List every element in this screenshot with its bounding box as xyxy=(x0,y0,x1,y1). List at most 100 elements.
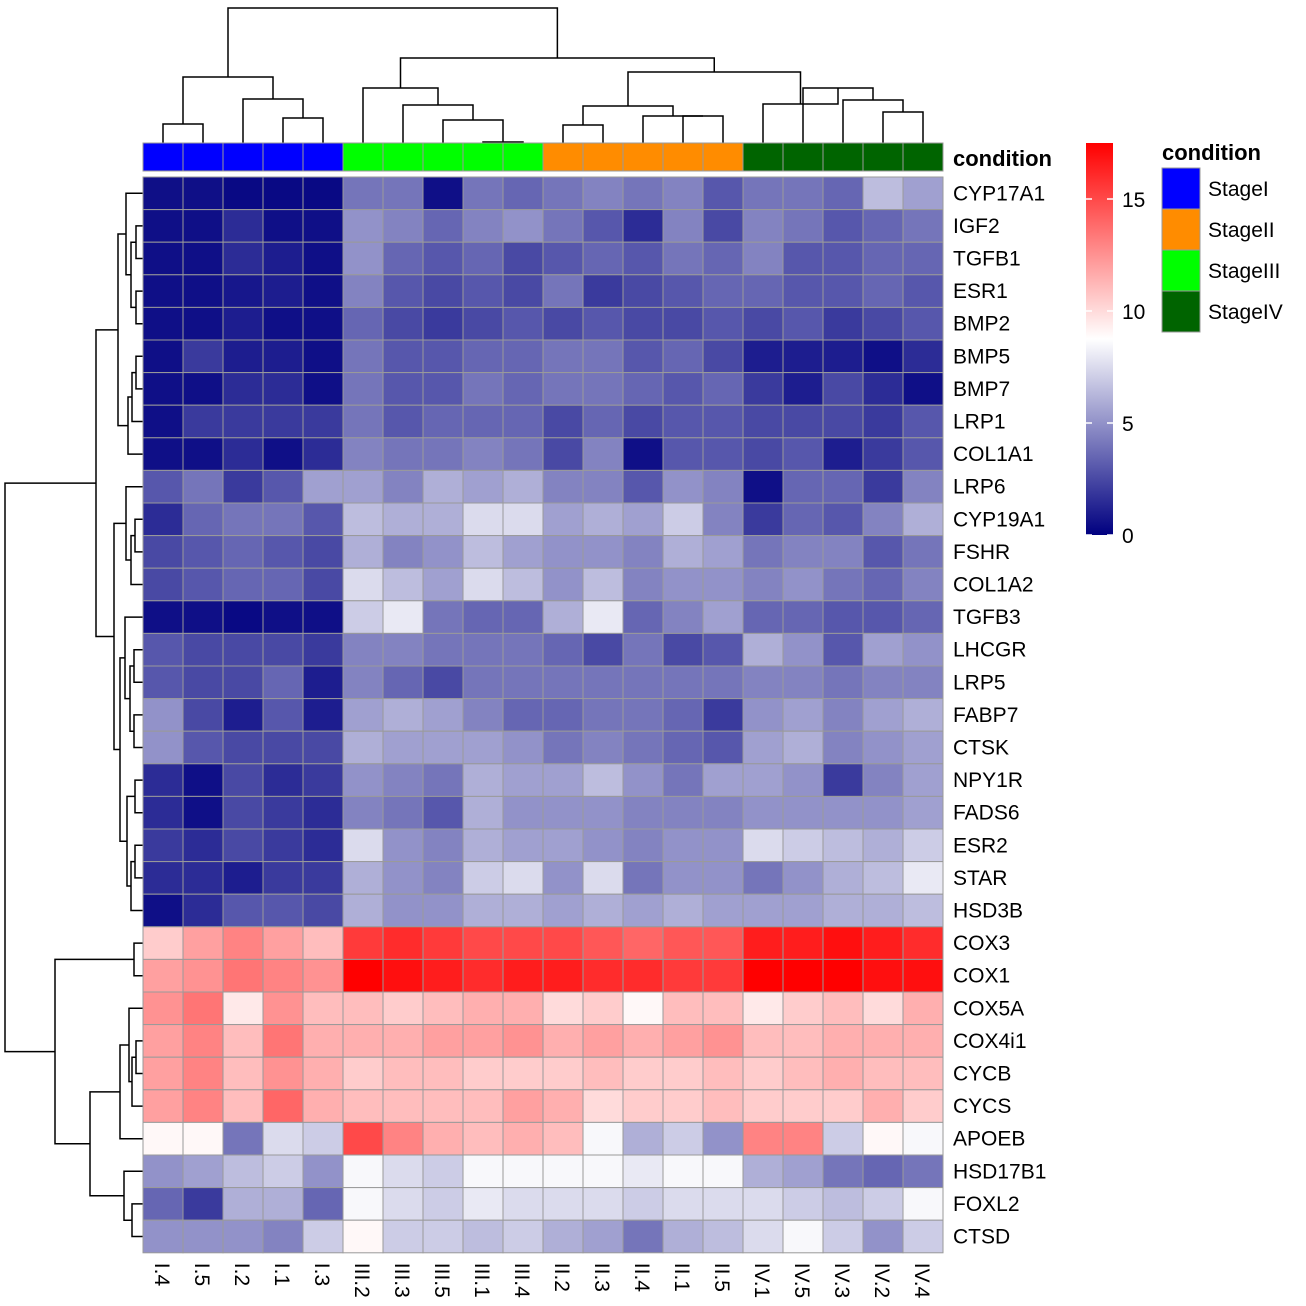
cell-hsd3b-iv-5 xyxy=(782,893,824,928)
cell-tgfb1-i-1 xyxy=(262,241,304,276)
cell-bmp5-i-5 xyxy=(182,339,224,374)
cell-bmp7-iii-4 xyxy=(502,372,544,406)
cell-lrp5-i-4 xyxy=(142,665,184,700)
cell-tgfb3-i-1 xyxy=(262,600,304,634)
cell-lrp6-iii-5 xyxy=(422,469,464,504)
cell-bmp7-i-2 xyxy=(222,372,264,406)
cell-bmp2-ii-4 xyxy=(622,306,664,341)
annotation-cell-ii-1 xyxy=(662,142,704,172)
cell-cyp19a1-i-1 xyxy=(262,502,304,537)
cell-bmp5-i-3 xyxy=(302,339,344,374)
cell-foxl2-iv-3 xyxy=(822,1187,864,1221)
cell-lrp1-ii-1 xyxy=(662,404,704,439)
cell-col1a1-i-1 xyxy=(262,437,304,471)
cell-esr1-i-4 xyxy=(142,274,184,308)
cell-hsd17b1-i-2 xyxy=(222,1154,264,1189)
row-dendrogram-branch xyxy=(134,844,143,879)
row-label-cox3: COX3 xyxy=(953,932,1010,955)
cell-esr1-iii-2 xyxy=(342,274,384,308)
cell-hsd17b1-iii-5 xyxy=(422,1154,464,1189)
legend-title: condition xyxy=(1162,140,1261,165)
cell-cox5a-ii-1 xyxy=(662,991,704,1026)
annotation-cell-i-5 xyxy=(182,142,224,172)
cell-cox4i1-i-1 xyxy=(262,1024,304,1058)
cell-esr2-i-4 xyxy=(142,828,184,863)
cell-hsd17b1-iii-4 xyxy=(502,1154,544,1189)
cell-fads6-iv-1 xyxy=(742,795,784,830)
cell-cox1-iii-2 xyxy=(342,958,384,993)
cell-cycs-iv-2 xyxy=(862,1089,904,1123)
row-label-cox5a: COX5A xyxy=(953,997,1024,1020)
cell-lrp1-i-2 xyxy=(222,404,264,439)
cell-fabp7-ii-1 xyxy=(662,698,704,732)
legend-swatch-stageiv xyxy=(1161,290,1201,333)
cell-hsd3b-ii-2 xyxy=(542,893,584,928)
cell-tgfb3-ii-4 xyxy=(622,600,664,634)
cell-cox5a-i-4 xyxy=(142,991,184,1026)
colorbar-tick-label: 10 xyxy=(1122,301,1145,324)
cell-ctsk-i-1 xyxy=(262,730,304,765)
cell-esr1-iv-5 xyxy=(782,274,824,308)
cell-hsd3b-iii-4 xyxy=(502,893,544,928)
cell-col1a1-i-5 xyxy=(182,437,224,471)
cell-hsd3b-iii-2 xyxy=(342,893,384,928)
cell-col1a2-iii-3 xyxy=(382,567,424,602)
cell-npy1r-ii-1 xyxy=(662,763,704,797)
cell-igf2-ii-3 xyxy=(582,209,624,243)
cell-apoeb-iv-4 xyxy=(902,1121,944,1156)
cell-star-i-1 xyxy=(262,861,304,895)
cell-fabp7-iv-5 xyxy=(782,698,824,732)
cell-tgfb1-iv-4 xyxy=(902,241,944,276)
cell-bmp7-ii-1 xyxy=(662,372,704,406)
cell-esr2-i-1 xyxy=(262,828,304,863)
cell-bmp7-iv-4 xyxy=(902,372,944,406)
cell-cox4i1-iii-2 xyxy=(342,1024,384,1058)
cell-col1a2-iii-4 xyxy=(502,567,544,602)
cell-cox3-iv-4 xyxy=(902,926,944,960)
column-dendrogram-branch xyxy=(402,104,474,143)
row-dendrogram-branch xyxy=(130,534,143,586)
cell-col1a2-iv-1 xyxy=(742,567,784,602)
cell-bmp5-iii-1 xyxy=(462,339,504,374)
cell-bmp2-iv-1 xyxy=(742,306,784,341)
cell-fads6-iv-2 xyxy=(862,795,904,830)
annotation-cell-i-4 xyxy=(142,142,184,172)
cell-foxl2-i-3 xyxy=(302,1187,344,1221)
cell-bmp5-ii-1 xyxy=(662,339,704,374)
column-dendrogram-branch xyxy=(842,99,904,143)
cell-lrp5-iv-1 xyxy=(742,665,784,700)
cell-cyp19a1-i-4 xyxy=(142,502,184,537)
cell-ctsk-i-5 xyxy=(182,730,224,765)
cell-cyp17a1-iv-2 xyxy=(862,176,904,211)
cell-cox5a-i-5 xyxy=(182,991,224,1026)
cell-hsd3b-iii-1 xyxy=(462,893,504,928)
cell-fabp7-i-4 xyxy=(142,698,184,732)
cell-cox5a-iv-5 xyxy=(782,991,824,1026)
cell-fads6-ii-2 xyxy=(542,795,584,830)
cell-cycs-iii-2 xyxy=(342,1089,384,1123)
cell-lhcgr-ii-2 xyxy=(542,632,584,667)
cell-bmp5-iii-4 xyxy=(502,339,544,374)
annotation-cell-ii-3 xyxy=(582,142,624,172)
cell-foxl2-ii-5 xyxy=(702,1187,744,1221)
cell-lrp6-i-5 xyxy=(182,469,224,504)
cell-lrp1-iii-2 xyxy=(342,404,384,439)
cell-bmp2-ii-5 xyxy=(702,306,744,341)
cell-cox4i1-iv-5 xyxy=(782,1024,824,1058)
column-dendrogram-branch xyxy=(242,98,304,143)
cell-bmp2-iii-5 xyxy=(422,306,464,341)
cell-lrp6-i-3 xyxy=(302,469,344,504)
row-label-bmp7: BMP7 xyxy=(953,378,1010,401)
cell-lhcgr-iii-4 xyxy=(502,632,544,667)
cell-fads6-iii-2 xyxy=(342,795,384,830)
cell-hsd3b-i-1 xyxy=(262,893,304,928)
cell-ctsd-ii-1 xyxy=(662,1219,704,1254)
cell-bmp5-iv-2 xyxy=(862,339,904,374)
cell-col1a2-i-3 xyxy=(302,567,344,602)
row-label-col1a2: COL1A2 xyxy=(953,574,1034,597)
cell-apoeb-i-2 xyxy=(222,1121,264,1156)
cell-esr1-ii-2 xyxy=(542,274,584,308)
cell-fads6-i-4 xyxy=(142,795,184,830)
cell-cox5a-iii-1 xyxy=(462,991,504,1026)
